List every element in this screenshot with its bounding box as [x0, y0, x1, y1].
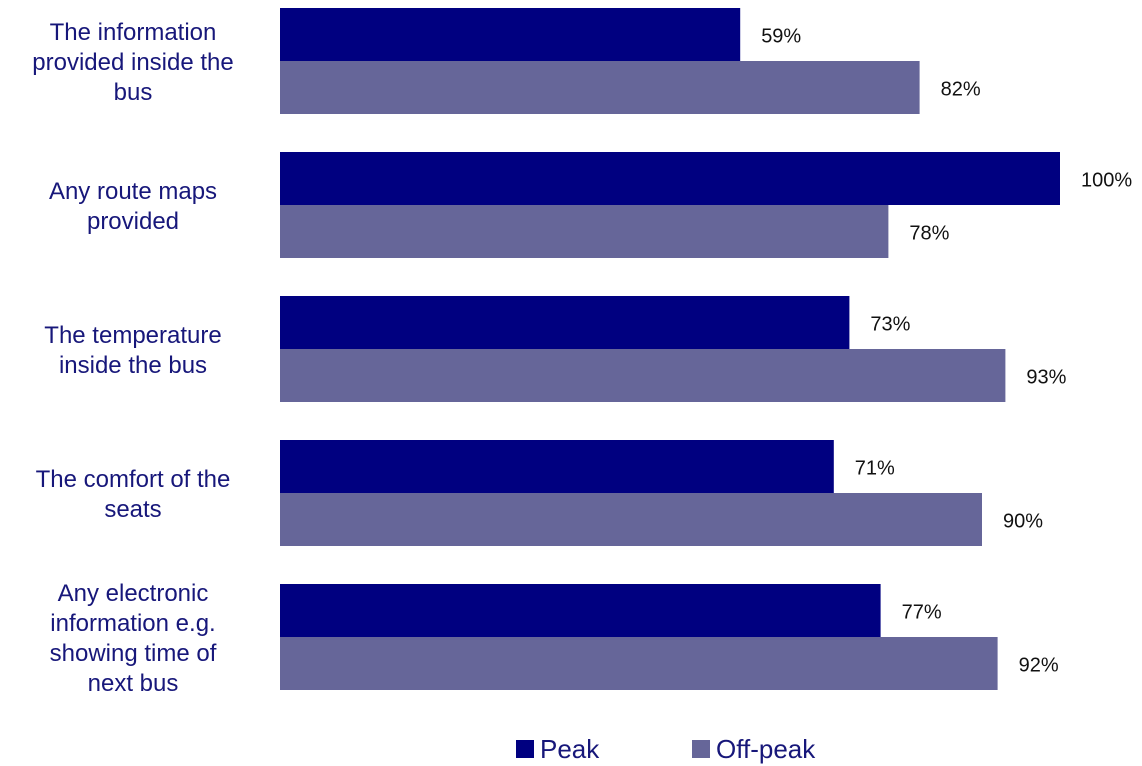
value-label-off-peak-3: 93% [1026, 367, 1066, 389]
category-labels: The information provided inside the bus Any… [32, 19, 233, 697]
category-label-1: The information provided inside the bus [32, 19, 233, 106]
bar-off-peak-5 [280, 637, 998, 690]
category-label-line: bus [114, 79, 153, 106]
category-label-line: provided [87, 208, 179, 235]
category-label-4: The comfort of the seats [36, 466, 231, 523]
category-label-line: information e.g. [50, 610, 215, 637]
legend-label-off-peak: Off-peak [716, 734, 816, 764]
value-label-off-peak-1: 82% [941, 79, 981, 101]
category-label-line: Any electronic [58, 580, 209, 607]
legend: Peak Off-peak [516, 734, 816, 764]
value-label-off-peak-5: 92% [1019, 655, 1059, 677]
bar-peak-2 [280, 152, 1060, 205]
bars [280, 8, 1060, 690]
category-label-line: showing time of [50, 640, 217, 667]
value-label-off-peak-4: 90% [1003, 511, 1043, 533]
category-label-line: provided inside the [32, 49, 233, 76]
category-label-line: Any route maps [49, 178, 217, 205]
bar-off-peak-2 [280, 205, 889, 258]
category-label-line: inside the bus [59, 352, 207, 379]
value-label-off-peak-2: 78% [909, 223, 949, 245]
value-labels: 59% 82% 100% 78% 73% 93% 71% 90% 77% 92% [761, 26, 1132, 677]
category-label-line: The comfort of the [36, 466, 231, 493]
value-label-peak-2: 100% [1081, 170, 1132, 192]
category-label-line: The information [50, 19, 217, 46]
category-label-3: The temperature inside the bus [44, 322, 221, 379]
bar-peak-3 [280, 296, 850, 349]
value-label-peak-1: 59% [761, 26, 801, 48]
bar-off-peak-3 [280, 349, 1006, 402]
category-label-line: The temperature [44, 322, 221, 349]
bar-off-peak-4 [280, 493, 982, 546]
legend-swatch-peak [516, 740, 534, 758]
bar-peak-5 [280, 584, 881, 637]
bar-peak-4 [280, 440, 834, 493]
bar-peak-1 [280, 8, 741, 61]
legend-label-peak: Peak [540, 734, 600, 764]
category-label-line: seats [104, 496, 161, 523]
category-label-5: Any electronic information e.g. showing ti… [50, 580, 217, 697]
value-label-peak-5: 77% [902, 602, 942, 624]
category-label-line: next bus [88, 670, 179, 697]
value-label-peak-3: 73% [870, 314, 910, 336]
legend-swatch-off-peak [692, 740, 710, 758]
bar-off-peak-1 [280, 61, 920, 114]
category-label-2: Any route maps provided [49, 178, 217, 235]
value-label-peak-4: 71% [855, 458, 895, 480]
